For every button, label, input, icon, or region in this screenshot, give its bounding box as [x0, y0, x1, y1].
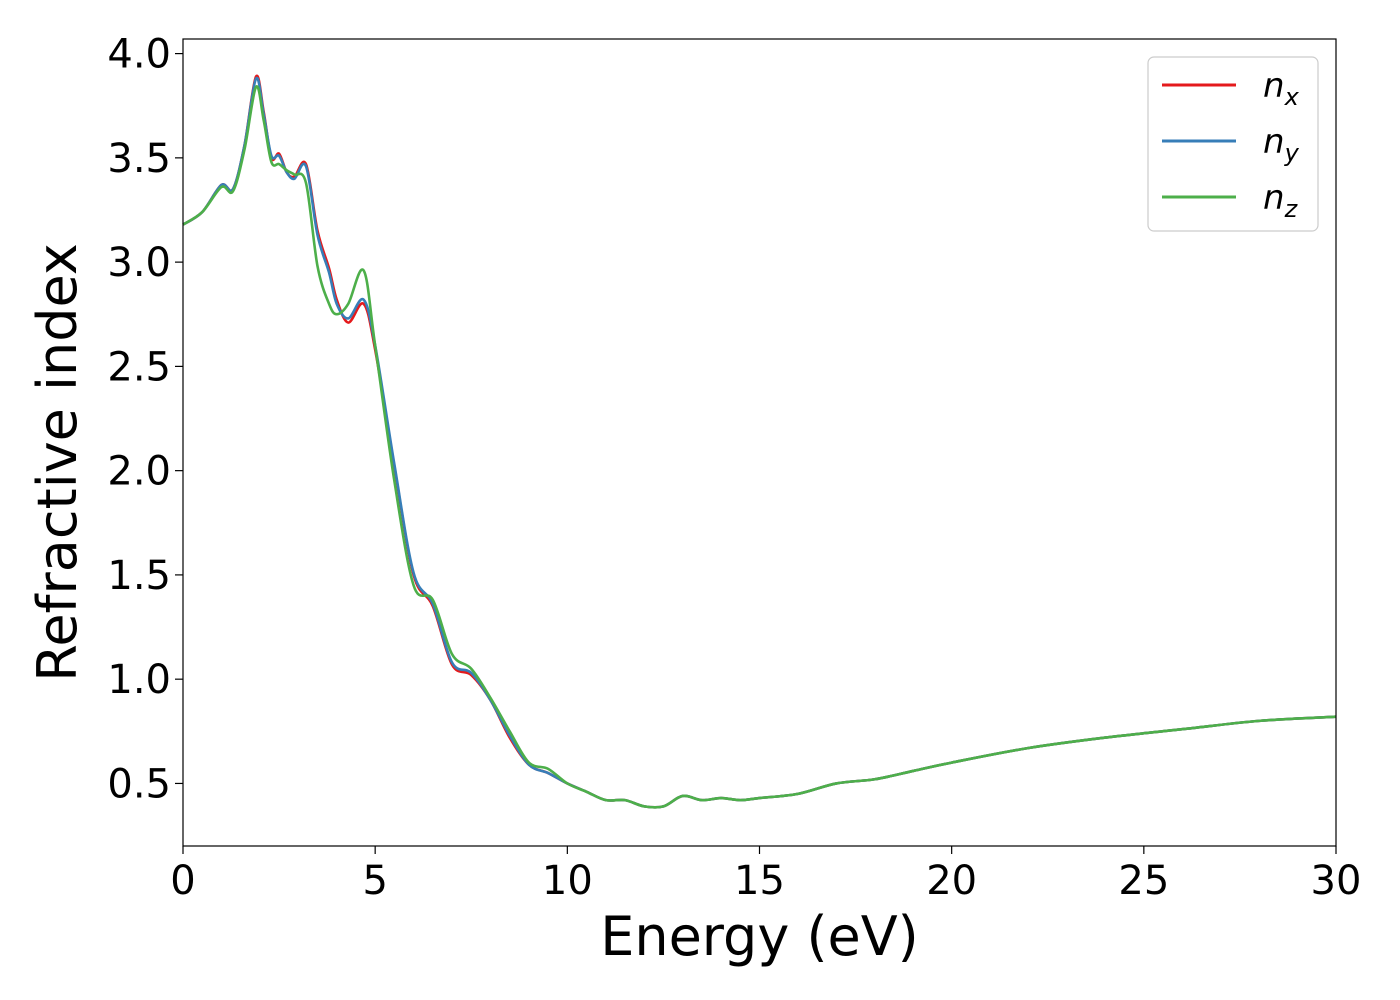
- legend-label-subscript: z: [1284, 195, 1299, 223]
- y-tick-label: 2.5: [107, 344, 171, 390]
- x-axis-label: Energy (eV): [600, 905, 919, 968]
- legend-label-main: n: [1263, 66, 1285, 106]
- y-tick-label: 3.0: [107, 240, 171, 286]
- legend-label-main: n: [1263, 178, 1285, 218]
- y-axis-label: Refractive index: [26, 243, 89, 682]
- series-line-nz: [182, 85, 1337, 809]
- x-tick-label: 30: [1311, 858, 1362, 904]
- x-tick-label: 15: [734, 858, 785, 904]
- legend-label-subscript: x: [1284, 83, 1300, 111]
- y-tick-label: 2.0: [107, 449, 171, 495]
- series-layer: [182, 74, 1337, 809]
- y-tick-label: 0.5: [107, 761, 171, 807]
- legend-label-nx: nx: [1263, 66, 1300, 111]
- legend-label-subscript: y: [1284, 139, 1300, 167]
- x-tick-label: 0: [170, 858, 195, 904]
- y-axis-ticks: 0.5 1.0 1.5 2.0 2.5 3.0 3.5 4.0: [107, 32, 183, 807]
- x-axis-ticks: 0 5 10 15 20 25 30: [170, 846, 1361, 904]
- y-tick-label: 1.5: [107, 553, 171, 599]
- x-tick-label: 20: [926, 858, 977, 904]
- x-tick-label: 10: [542, 858, 593, 904]
- y-tick-label: 4.0: [107, 32, 171, 78]
- legend-label-main: n: [1263, 122, 1285, 162]
- x-tick-label: 25: [1118, 858, 1169, 904]
- y-tick-label: 1.0: [107, 657, 171, 703]
- legend-label-nz: nz: [1263, 178, 1299, 223]
- legend-box: [1147, 56, 1319, 232]
- y-tick-label: 3.5: [107, 136, 171, 182]
- legend-label-ny: ny: [1263, 122, 1300, 167]
- x-tick-label: 5: [362, 858, 387, 904]
